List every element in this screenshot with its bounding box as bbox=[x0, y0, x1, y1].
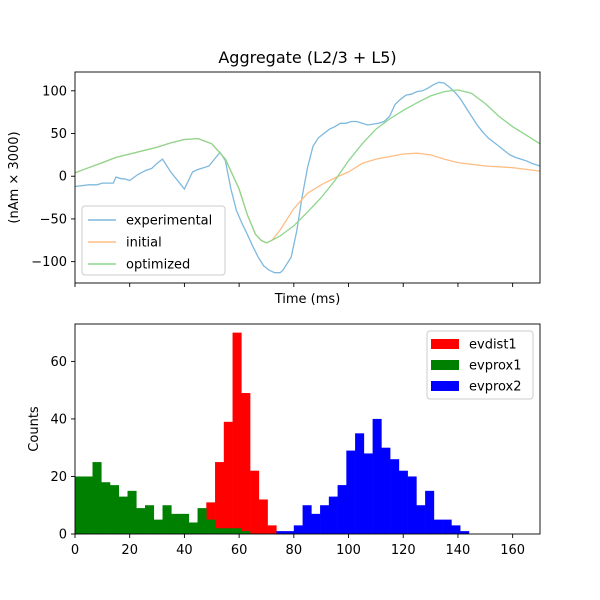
y-tick-label: 50 bbox=[50, 127, 67, 142]
histogram-bar-evprox2 bbox=[451, 525, 461, 534]
bottom-y-axis-label: Counts bbox=[27, 406, 42, 452]
top-x-axis bbox=[74, 283, 514, 287]
legend-swatch-evprox2 bbox=[431, 381, 459, 391]
histogram-bar-evprox2 bbox=[442, 519, 452, 534]
histogram-bar-evprox2 bbox=[293, 525, 303, 534]
top-legend: experimental initial optimized bbox=[81, 205, 226, 276]
histogram-bar-evprox2 bbox=[320, 505, 330, 534]
histogram-bar-evprox2 bbox=[276, 531, 286, 534]
histogram-bar-evprox2 bbox=[407, 476, 417, 534]
x-tick-label: 140 bbox=[446, 543, 471, 558]
y-tick-label: 40 bbox=[50, 412, 67, 427]
histogram-bar-evprox2 bbox=[363, 453, 373, 534]
histogram-bar-evprox1 bbox=[127, 490, 137, 534]
x-tick-label: 120 bbox=[391, 543, 416, 558]
histogram-bar-evprox1 bbox=[153, 519, 163, 534]
histogram-bar-evprox1 bbox=[118, 496, 128, 534]
top-x-axis-label: Time (ms) bbox=[274, 292, 341, 307]
histogram-bar-evprox1 bbox=[162, 505, 172, 534]
bottom-chart: 0 20 40 60 0 20 40 60 80 100 120 140 160 Counts evd… bbox=[27, 323, 541, 558]
x-tick-label: 40 bbox=[176, 543, 193, 558]
top-axes-frame bbox=[74, 71, 541, 284]
histogram-bar-evprox2 bbox=[425, 490, 435, 534]
histogram-bar-evdist1 bbox=[232, 332, 242, 534]
histogram-bar-evprox1 bbox=[101, 482, 111, 534]
histogram-bar-evprox2 bbox=[416, 505, 426, 534]
histogram-bar-evprox1 bbox=[215, 528, 225, 534]
histogram-bar-evprox2 bbox=[337, 485, 347, 534]
histogram-bar-evprox1 bbox=[241, 531, 251, 534]
bottom-legend: evdist1 evprox1 evprox2 bbox=[426, 330, 534, 400]
legend-label-initial: initial bbox=[126, 236, 162, 251]
y-tick-label: −50 bbox=[40, 212, 67, 227]
histogram-bar-evprox1 bbox=[180, 513, 190, 534]
top-chart-title: Aggregate (L2/3 + L5) bbox=[218, 48, 396, 67]
y-tick-label: −100 bbox=[31, 255, 67, 270]
histogram-bar-evprox1 bbox=[171, 513, 181, 534]
histogram-bar-evprox2 bbox=[355, 433, 365, 534]
histogram-bar-evprox2 bbox=[328, 496, 338, 534]
top-plot-area bbox=[74, 81, 541, 274]
histogram-bar-evprox1 bbox=[206, 519, 216, 534]
histogram-bar-evdist1 bbox=[250, 470, 260, 534]
x-tick-label: 20 bbox=[121, 543, 138, 558]
histogram-bar-evprox2 bbox=[433, 519, 443, 534]
histogram-bar-evprox2 bbox=[311, 513, 321, 534]
legend-swatch-evdist1 bbox=[431, 339, 459, 349]
histogram-bar-evprox1 bbox=[110, 485, 120, 534]
histogram-bar-evdist1 bbox=[267, 525, 277, 534]
histogram-bar-evprox1 bbox=[92, 462, 102, 534]
histogram-bar-evprox2 bbox=[346, 450, 356, 534]
histogram-bar-evprox1 bbox=[223, 528, 233, 534]
histogram-bar-evprox1 bbox=[136, 508, 146, 534]
legend-label-experimental: experimental bbox=[126, 214, 212, 229]
legend-swatch-evprox1 bbox=[431, 360, 459, 370]
series-line-experimental bbox=[74, 81, 541, 274]
histogram-bar-evdist1 bbox=[241, 393, 251, 534]
histogram-bar-evprox2 bbox=[372, 418, 382, 534]
x-tick-label: 0 bbox=[71, 543, 79, 558]
y-tick-label: 0 bbox=[59, 170, 67, 185]
histogram-bar-evprox2 bbox=[460, 531, 470, 534]
bottom-plot-area bbox=[75, 332, 470, 534]
histogram-bar-evprox1 bbox=[75, 476, 85, 534]
x-tick-label: 100 bbox=[336, 543, 361, 558]
histogram-bar-evdist1 bbox=[223, 421, 233, 534]
y-tick-label: 20 bbox=[50, 470, 67, 485]
legend-label-evdist1: evdist1 bbox=[469, 338, 517, 353]
legend-box bbox=[81, 205, 226, 276]
histogram-bar-evprox2 bbox=[398, 470, 408, 534]
legend-label-evprox2: evprox2 bbox=[469, 380, 522, 395]
top-chart: Aggregate (L2/3 + L5) 100 50 0 −50 −100 Time… bbox=[7, 48, 541, 307]
top-y-axis-label: (nAm × 3000) bbox=[7, 131, 22, 223]
series-line-optimized bbox=[74, 89, 541, 244]
histogram-bar-evprox2 bbox=[285, 531, 295, 534]
y-tick-label: 100 bbox=[42, 84, 67, 99]
y-tick-label: 60 bbox=[50, 355, 67, 370]
x-tick-label: 80 bbox=[286, 543, 303, 558]
bottom-axes-frame bbox=[74, 323, 541, 535]
bottom-y-axis: 0 20 40 60 bbox=[50, 355, 75, 543]
y-tick-label: 0 bbox=[59, 528, 67, 543]
top-y-axis: 100 50 0 −50 −100 bbox=[31, 84, 75, 270]
histogram-bar-evdist1 bbox=[258, 499, 268, 534]
histogram-bar-evprox1 bbox=[145, 505, 155, 534]
histogram-bar-evdist1 bbox=[215, 462, 225, 534]
histogram-bar-evdist1 bbox=[206, 502, 216, 534]
histogram-bar-evprox2 bbox=[390, 459, 400, 534]
legend-label-evprox1: evprox1 bbox=[469, 359, 522, 374]
x-tick-label: 60 bbox=[231, 543, 248, 558]
histogram-bar-evprox1 bbox=[188, 522, 198, 534]
legend-label-optimized: optimized bbox=[126, 258, 190, 273]
x-tick-label: 160 bbox=[500, 543, 525, 558]
bottom-x-axis: 0 20 40 60 80 100 120 140 160 bbox=[71, 534, 525, 558]
histogram-bar-evprox1 bbox=[232, 528, 242, 534]
histogram-bar-evprox2 bbox=[381, 447, 391, 534]
histogram-bar-evprox1 bbox=[83, 476, 93, 534]
histogram-bar-evprox2 bbox=[302, 505, 312, 534]
histogram-bar-evprox1 bbox=[197, 508, 207, 534]
